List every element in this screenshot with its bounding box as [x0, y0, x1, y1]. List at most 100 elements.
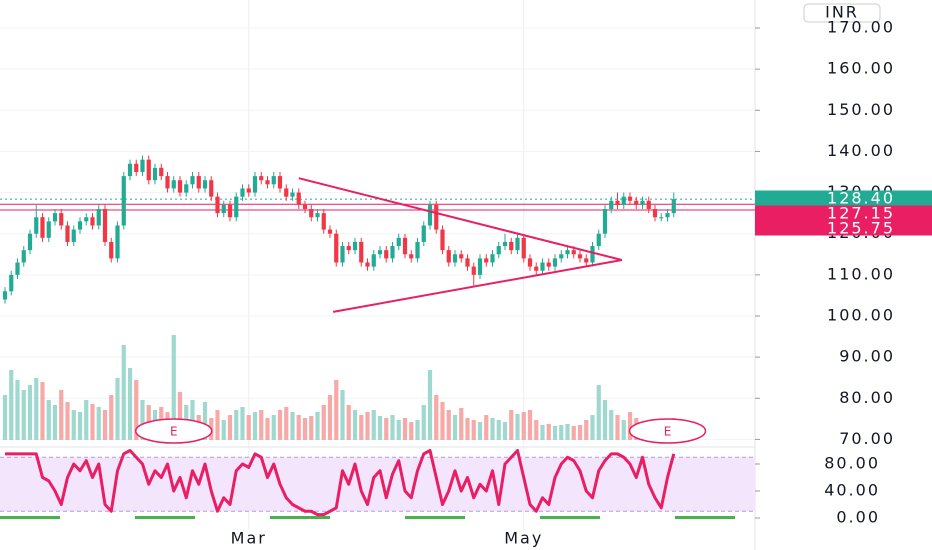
volume-bar [627, 412, 633, 440]
candle-body [452, 254, 458, 263]
volume-bar [465, 418, 470, 440]
candle-body [121, 176, 126, 226]
volume-bar [321, 405, 326, 440]
volume-bar [121, 345, 126, 440]
candle-body [346, 246, 351, 251]
y2-tick-label: 80.00 [824, 454, 880, 473]
candle-body [15, 262, 20, 275]
volume-bar [490, 418, 495, 440]
volume-bar [446, 410, 451, 440]
candle-body [546, 262, 551, 267]
candle-body [215, 196, 220, 214]
candle-body [459, 254, 464, 259]
volume-bar [52, 405, 58, 440]
volume-bar [521, 412, 526, 440]
candle-body [196, 176, 201, 189]
price-label-box [755, 220, 932, 236]
session-marker [0, 516, 60, 519]
candle-body [502, 241, 508, 247]
x-tick-label: Mar [231, 529, 267, 548]
y-tick-label: 90.00 [839, 347, 895, 366]
candle-body [127, 163, 133, 177]
session-marker [135, 516, 195, 519]
volume-bar [359, 415, 364, 440]
candle-body [102, 209, 108, 242]
candle-body [577, 254, 583, 259]
y2-tick-label: 40.00 [824, 481, 880, 500]
volume-bar [259, 410, 264, 440]
volume-bar [384, 418, 389, 440]
volume-bar [484, 415, 489, 440]
volume-bar [202, 402, 208, 440]
session-marker [270, 516, 330, 519]
volume-bar [315, 412, 320, 440]
candle-body [396, 237, 401, 247]
volume-bar [409, 422, 414, 440]
volume-bar [246, 415, 251, 440]
candle-body [559, 254, 564, 259]
candle-body [59, 213, 64, 226]
candle-body [2, 291, 8, 300]
candle-body [221, 204, 226, 214]
y-tick-label: 160.00 [827, 59, 895, 78]
candle-body [40, 217, 45, 238]
candle-body [471, 266, 476, 275]
volume-bar [65, 402, 70, 440]
candle-body [284, 188, 289, 197]
candle-body [602, 209, 608, 234]
volume-bar [609, 410, 614, 440]
candle-body [159, 167, 164, 177]
oscillator-line [5, 449, 676, 517]
candle-body [140, 159, 145, 172]
candle-body [134, 163, 139, 172]
candle-body [65, 225, 70, 242]
candle-body [552, 258, 558, 267]
volume-bar [565, 424, 570, 440]
candle-body [34, 217, 39, 234]
volume-bar [365, 412, 370, 440]
candle-body [227, 204, 233, 218]
candle-body [521, 237, 526, 259]
volume-bar [421, 405, 426, 440]
volume-bar [477, 422, 483, 440]
candle-body [202, 180, 208, 189]
volume-bar [2, 395, 8, 440]
candle-body [46, 221, 51, 238]
candle-body [540, 262, 545, 271]
candle-body [365, 262, 370, 267]
session-marker [540, 516, 600, 519]
event-label: E [664, 425, 672, 439]
trendline [332, 259, 623, 313]
candle-body [27, 233, 33, 251]
volume-bar [290, 412, 295, 440]
volume-bar [371, 410, 376, 440]
y-tick-label: 70.00 [839, 429, 895, 448]
volume-bar [59, 390, 64, 440]
session-marker [405, 516, 465, 519]
volume-bar [390, 415, 395, 440]
volume-bar [440, 402, 445, 440]
candle-body [634, 200, 639, 205]
y-tick-label: 140.00 [827, 141, 895, 160]
volume-bar [334, 380, 339, 440]
volume-bar [71, 410, 76, 440]
candle-body [590, 246, 595, 263]
candle-body [115, 225, 120, 259]
y-tick-label: 170.00 [827, 18, 895, 37]
volume-bar [140, 400, 145, 440]
volume-bar [115, 378, 120, 440]
candle-body [334, 233, 339, 263]
candle-body [477, 258, 483, 275]
volume-bar [46, 400, 51, 440]
currency-box [803, 3, 881, 23]
volume-bar [134, 380, 139, 440]
candle-body [465, 258, 470, 267]
candle-body [327, 229, 333, 234]
candle-body [515, 237, 520, 251]
price-label: 127.15 [827, 204, 895, 223]
volume-bar [21, 390, 26, 440]
candle-body [252, 176, 258, 193]
candle-body [290, 192, 295, 197]
candle-body [665, 213, 670, 218]
